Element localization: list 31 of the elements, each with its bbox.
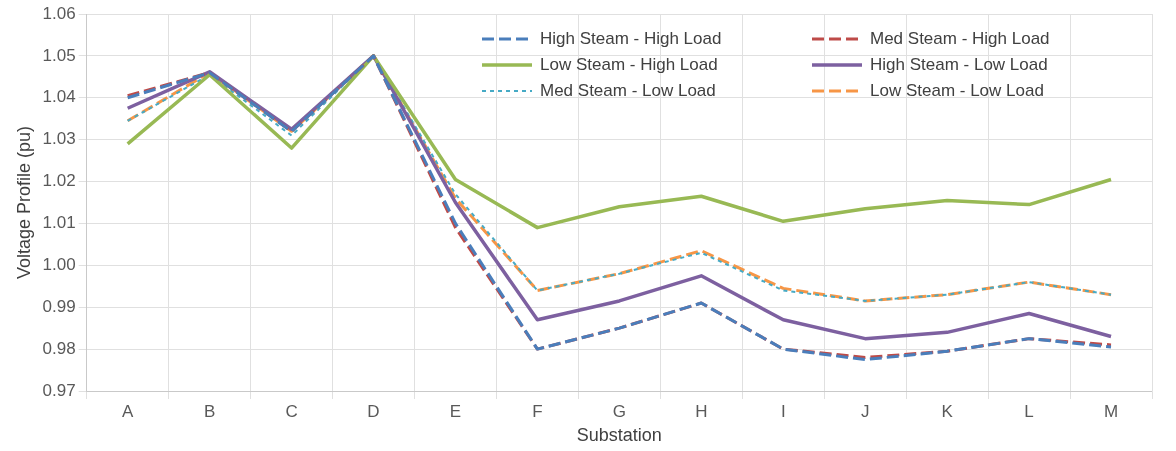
- x-tick-label: J: [860, 401, 870, 421]
- x-tick-label: A: [121, 401, 134, 421]
- y-tick-label: 0.99: [42, 296, 76, 316]
- y-tick-label: 1.02: [42, 171, 76, 191]
- y-axis-title: Voltage Profile (pu): [13, 125, 34, 280]
- x-tick-label: I: [780, 401, 786, 421]
- x-tick-label: C: [285, 401, 298, 421]
- y-tick-label: 1.06: [42, 3, 76, 23]
- y-tick-label: 1.00: [42, 255, 76, 275]
- y-tick-label: 1.05: [42, 45, 76, 65]
- y-tick-label: 1.04: [42, 87, 76, 107]
- x-tick-label: K: [941, 401, 954, 421]
- x-tick-label: D: [367, 401, 380, 421]
- y-tick-label: 1.01: [42, 213, 76, 233]
- x-tick-label: H: [695, 401, 708, 421]
- x-tick-label: G: [612, 401, 626, 421]
- legend-label: Med Steam - High Load: [870, 28, 1050, 48]
- legend-label: High Steam - Low Load: [870, 54, 1048, 74]
- legend-label: Low Steam - Low Load: [870, 80, 1044, 100]
- x-tick-label: E: [449, 401, 462, 421]
- legend-label: Low Steam - High Load: [540, 54, 718, 74]
- x-axis-title: Substation: [576, 425, 662, 446]
- y-tick-label: 0.98: [42, 338, 76, 358]
- y-tick-label: 1.03: [42, 129, 76, 149]
- x-tick-label: M: [1103, 401, 1119, 421]
- x-tick-label: L: [1024, 401, 1034, 421]
- y-tick-label: 0.97: [42, 380, 76, 400]
- x-tick-label: F: [532, 401, 543, 421]
- legend-label: Med Steam - Low Load: [540, 80, 716, 100]
- legend-label: High Steam - High Load: [540, 28, 722, 48]
- x-tick-label: B: [203, 401, 216, 421]
